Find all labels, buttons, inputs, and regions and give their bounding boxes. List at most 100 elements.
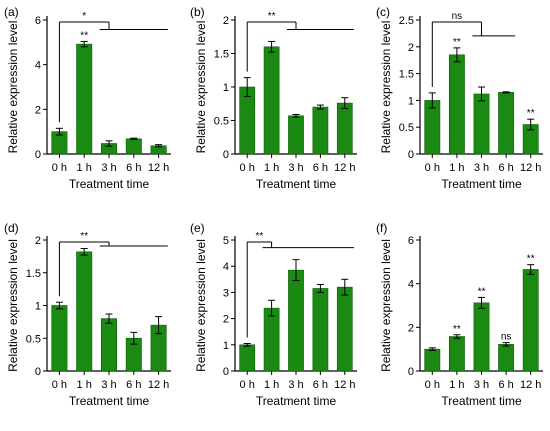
y-tick-label: 2 (408, 322, 414, 334)
y-tick-label: 5 (223, 235, 229, 247)
significance-label: ** (527, 254, 535, 265)
panel-label: (d) (4, 221, 19, 235)
y-tick-label: 0 (408, 366, 414, 378)
y-tick-label: 1.5 (26, 268, 41, 280)
bar (288, 115, 304, 155)
y-tick-label: 0.5 (214, 116, 229, 128)
bar (76, 251, 93, 372)
x-tick-label: 6 h (126, 162, 141, 174)
y-tick-label: 0.5 (26, 333, 41, 345)
bar (125, 138, 142, 155)
chart-panel: (e) 0 1 2 3 4 5 0 h 1 h 3 h 6 h 12 h ** Treatment tim… (190, 221, 357, 408)
y-tick-label: 1 (223, 82, 229, 94)
x-tick-label: 0 h (52, 379, 67, 391)
x-tick-label: 0 h (52, 162, 67, 174)
y-tick-label: 2 (35, 235, 41, 247)
y-tick-label: 1 (408, 95, 414, 107)
bracket-label: ** (256, 231, 264, 242)
y-tick-label: 2 (35, 104, 41, 116)
x-tick-label: 0 h (240, 379, 255, 391)
x-tick-label: 12 h (334, 162, 355, 174)
x-tick-label: 1 h (264, 379, 279, 391)
x-tick-label: 12 h (148, 162, 169, 174)
significance-label: ** (527, 108, 535, 119)
chart-panel: (c) 0 0.5 1 1.5 2 2.5 0 h 1 h 3 h 6 h 12 h ** ** ns Tre… (376, 5, 543, 191)
x-tick-label: 3 h (101, 162, 116, 174)
bracket-label: ** (268, 11, 276, 22)
x-axis-title: Treatment time (69, 394, 150, 408)
x-tick-label: 1 h (77, 379, 92, 391)
y-tick-label: 2 (223, 15, 229, 27)
y-tick-label: 0 (408, 149, 414, 161)
y-tick-label: 0 (223, 366, 229, 378)
x-tick-label: 12 h (520, 379, 541, 391)
bar (263, 307, 280, 372)
y-axis-title: Relative expression level (6, 239, 20, 372)
x-tick-label: 3 h (288, 162, 303, 174)
bracket-label: * (82, 11, 86, 22)
significance-label: ** (478, 286, 486, 297)
bar (312, 106, 329, 155)
bracket-label: ns (452, 11, 463, 22)
x-tick-label: 6 h (313, 379, 328, 391)
bar (424, 100, 441, 155)
x-tick-label: 3 h (288, 379, 303, 391)
y-tick-label: 1.5 (399, 69, 414, 81)
x-tick-label: 0 h (240, 162, 255, 174)
significance-label: ** (453, 37, 461, 48)
panel-label: (e) (190, 221, 205, 235)
panel-label: (c) (376, 5, 390, 19)
y-tick-label: 0 (35, 366, 41, 378)
x-tick-label: 0 h (425, 162, 440, 174)
y-tick-label: 4 (408, 279, 414, 291)
y-tick-label: 0 (35, 149, 41, 161)
chart-panel: (d) 0 0.5 1 1.5 2 0 h 1 h 3 h 6 h 12 h ** Treatment … (4, 221, 171, 408)
x-axis-title: Treatment time (256, 177, 337, 191)
y-axis-title: Relative expression level (379, 21, 393, 154)
y-tick-label: 4 (223, 261, 229, 273)
x-axis-title: Treatment time (441, 394, 522, 408)
y-tick-label: 0.5 (399, 122, 414, 134)
y-tick-label: 1 (35, 301, 41, 313)
y-tick-label: 6 (408, 235, 414, 247)
y-axis-title: Relative expression level (194, 21, 208, 154)
x-axis-title: Treatment time (69, 177, 150, 191)
x-tick-label: 1 h (449, 162, 464, 174)
chart-panel: (b) 0 0.5 1 1.5 2 0 h 1 h 3 h 6 h 12 h ** Treatment … (190, 5, 357, 191)
x-tick-label: 3 h (474, 162, 489, 174)
y-tick-label: 0 (223, 149, 229, 161)
significance-label: ** (80, 30, 88, 41)
bar (448, 54, 465, 155)
y-axis-title: Relative expression level (194, 239, 208, 372)
bar (424, 348, 441, 372)
y-tick-label: 2.5 (399, 15, 414, 27)
y-tick-label: 3 (223, 287, 229, 299)
y-tick-label: 2 (223, 314, 229, 326)
x-tick-label: 12 h (148, 379, 169, 391)
x-tick-label: 12 h (520, 162, 541, 174)
panel-label: (a) (4, 5, 19, 19)
y-axis-title: Relative expression level (6, 21, 20, 154)
y-tick-label: 4 (35, 60, 41, 72)
bar (101, 318, 117, 372)
y-axis-title: Relative expression level (379, 239, 393, 372)
x-axis-title: Treatment time (441, 177, 522, 191)
y-tick-label: 1 (223, 340, 229, 352)
y-tick-label: 2 (408, 42, 414, 54)
x-tick-label: 0 h (425, 379, 440, 391)
x-tick-label: 1 h (449, 379, 464, 391)
bar (76, 43, 93, 155)
x-tick-label: 6 h (313, 162, 328, 174)
bracket-label: ** (80, 231, 88, 242)
x-tick-label: 1 h (264, 162, 279, 174)
panel-label: (f) (376, 221, 387, 235)
x-tick-label: 6 h (498, 379, 513, 391)
x-tick-label: 6 h (498, 162, 513, 174)
y-tick-label: 6 (35, 15, 41, 27)
x-tick-label: 6 h (126, 379, 141, 391)
panel-label: (b) (190, 5, 205, 19)
bar (473, 93, 490, 155)
bar (336, 102, 353, 155)
y-tick-label: 1.5 (214, 49, 229, 61)
